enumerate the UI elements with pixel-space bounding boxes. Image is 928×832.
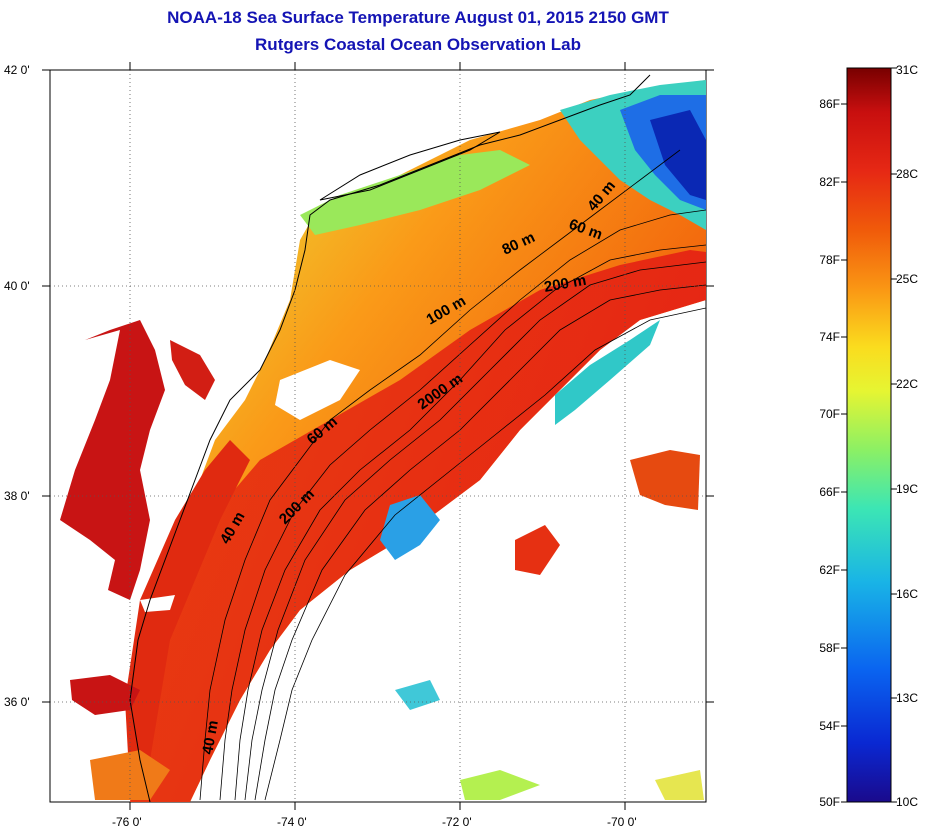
colorbar-c-label: 22C	[896, 377, 918, 391]
bathymetry-contours	[129, 74, 706, 802]
delaware-bay	[170, 340, 215, 400]
lon-tick-label: -74 0'	[277, 815, 307, 829]
lat-tick-label: 40 0'	[4, 279, 30, 293]
temperature-colorbar: 86F 82F 78F 74F 70F 66F 62F 58F 54F 50F …	[819, 63, 918, 809]
colorbar-c-label: 10C	[896, 795, 918, 809]
colorbar-f-label: 66F	[819, 485, 840, 499]
colorbar-f-label: 58F	[819, 641, 840, 655]
map-subtitle: Rutgers Coastal Ocean Observation Lab	[255, 35, 581, 54]
colorbar-c-label: 31C	[896, 63, 918, 77]
inshore-warm	[125, 440, 250, 790]
colorbar-f-label: 50F	[819, 795, 840, 809]
lat-tick-label: 42 0'	[4, 63, 30, 77]
offshore-warm-patch	[630, 450, 700, 510]
isobath-200m	[254, 284, 706, 801]
colorbar-f-label: 62F	[819, 563, 840, 577]
offshore-cool-patch	[555, 320, 660, 425]
offshore-warm-patch	[515, 525, 560, 575]
colorbar-c-label: 28C	[896, 167, 918, 181]
lon-tick-label: -76 0'	[112, 815, 142, 829]
isobath-60m	[219, 209, 706, 801]
colorbar-f-label: 78F	[819, 253, 840, 267]
colorbar-f-label: 86F	[819, 97, 840, 111]
lat-tick-label: 38 0'	[4, 489, 30, 503]
contour-label: 40 m	[199, 719, 222, 756]
colorbar-gradient	[846, 67, 892, 803]
sst-field: 40 m 60 m 200 m 80 m 100 m 2000 m 60 m 2…	[60, 74, 706, 802]
offshore-cool-patch	[655, 770, 704, 800]
chesapeake-bay	[60, 320, 165, 600]
colorbar-c-label: 16C	[896, 587, 918, 601]
isobath-40m	[199, 149, 681, 801]
cloud-gap	[275, 360, 360, 420]
colorbar-f-label: 54F	[819, 719, 840, 733]
pamlico-sound	[70, 675, 140, 715]
isobath-2000m	[264, 307, 706, 801]
long-island	[319, 131, 501, 201]
lon-tick-label: -72 0'	[442, 815, 472, 829]
map-panel: 40 m 60 m 200 m 80 m 100 m 2000 m 60 m 2…	[4, 62, 714, 829]
graticule	[50, 70, 706, 802]
map-title: NOAA-18 Sea Surface Temperature August 0…	[167, 8, 669, 27]
colorbar-c-label: 13C	[896, 691, 918, 705]
offshore-cool-patch	[460, 770, 540, 800]
axis-ticks	[42, 62, 714, 810]
offshore-cool-patch	[395, 680, 440, 710]
coastline	[129, 74, 651, 802]
colorbar-f-label: 74F	[819, 330, 840, 344]
colorbar-f-label: 70F	[819, 407, 840, 421]
isobath-100m	[244, 261, 706, 801]
isobath-80m	[234, 244, 706, 801]
colorbar-c-label: 19C	[896, 482, 918, 496]
lat-tick-label: 36 0'	[4, 695, 30, 709]
lon-tick-label: -70 0'	[607, 815, 637, 829]
colorbar-f-label: 82F	[819, 175, 840, 189]
cloud-gap	[140, 595, 175, 612]
colorbar-c-label: 25C	[896, 272, 918, 286]
coldest-water	[650, 110, 706, 200]
offshore-cool-patch	[380, 495, 440, 560]
nearshore-green	[300, 150, 530, 235]
